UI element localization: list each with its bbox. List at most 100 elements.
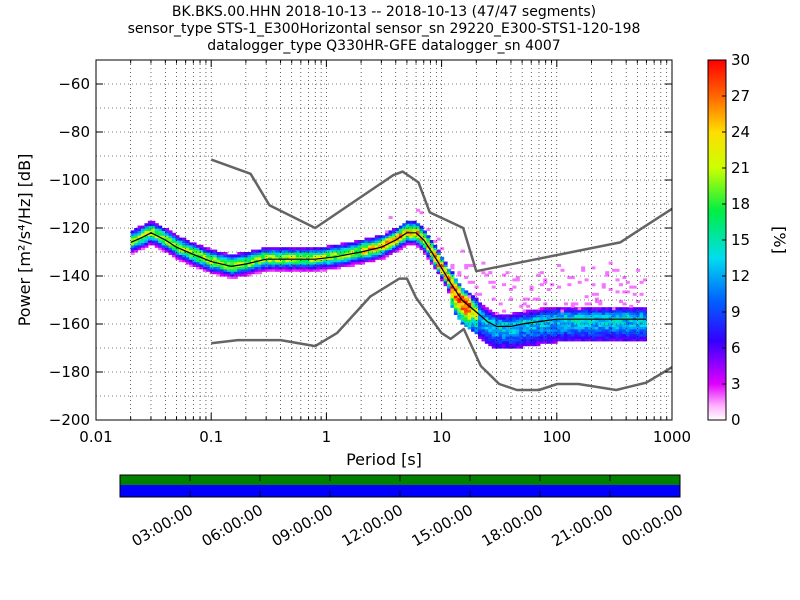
heatmap-cell — [230, 276, 235, 279]
heatmap-cell — [532, 326, 538, 330]
heatmap-cell — [560, 309, 565, 313]
heatmap-cell — [202, 252, 207, 255]
heatmap-cell — [330, 264, 335, 267]
heatmap-cell — [526, 340, 531, 344]
heatmap-cell — [526, 331, 531, 335]
heatmap-cell — [288, 252, 293, 255]
heatmap-cell — [165, 230, 170, 234]
heatmap-cell — [134, 235, 139, 239]
heatmap-cell — [402, 242, 407, 246]
heatmap-cell — [532, 331, 538, 335]
heatmap-cell — [474, 312, 479, 315]
heatmap-cell — [519, 343, 524, 347]
heatmap-cell — [643, 324, 648, 327]
heatmap-cell — [237, 266, 242, 270]
heatmap-cell — [505, 345, 510, 349]
heatmap-cell — [553, 307, 558, 311]
heatmap-cell — [330, 249, 335, 253]
heatmap-cell — [491, 280, 496, 284]
heatmap-cell — [612, 309, 617, 313]
heatmap-cell — [560, 316, 565, 320]
heatmap-cell — [247, 273, 252, 277]
heatmap-cell — [608, 319, 613, 323]
heatmap-cell — [481, 312, 486, 315]
heatmap-cell — [347, 247, 352, 251]
heatmap-cell — [450, 266, 455, 270]
heatmap-cell — [402, 235, 407, 239]
heatmap-cell — [450, 300, 455, 303]
heatmap-cell — [557, 264, 562, 267]
heatmap-cell — [481, 307, 486, 311]
heatmap-cell — [137, 235, 142, 239]
heatmap-cell — [299, 247, 304, 251]
heatmap-cell — [508, 314, 513, 318]
heatmap-cell — [467, 297, 472, 301]
heatmap-cell — [594, 326, 599, 330]
heatmap-cell — [584, 312, 589, 315]
heatmap-cell — [550, 328, 555, 332]
heatmap-cell — [330, 266, 335, 270]
heatmap-cell — [326, 252, 331, 255]
heatmap-cell — [498, 340, 503, 344]
heatmap-cell — [526, 336, 531, 339]
heatmap-cell — [264, 247, 269, 251]
heatmap-cell — [471, 326, 476, 330]
heatmap-cell — [567, 333, 572, 337]
heatmap-cell — [209, 261, 214, 265]
heatmap-cell — [563, 307, 568, 311]
heatmap-cell — [151, 242, 156, 246]
heatmap-cell — [625, 290, 630, 294]
heatmap-cell — [491, 338, 496, 342]
heatmap-cell — [567, 276, 572, 279]
heatmap-cell — [526, 326, 531, 330]
heatmap-cell — [419, 225, 424, 229]
heatmap-cell — [502, 338, 507, 342]
heatmap-cell — [202, 259, 207, 263]
heatmap-cell — [453, 302, 458, 306]
heatmap-cell — [553, 326, 558, 330]
heatmap-cell — [508, 326, 513, 330]
heatmap-cell — [447, 271, 452, 275]
heatmap-cell — [512, 340, 517, 344]
heatmap-cell — [354, 240, 359, 243]
heatmap-cell — [543, 340, 548, 344]
heatmap-cell — [550, 338, 555, 342]
heatmap-cell — [629, 312, 634, 315]
heatmap-cell — [202, 256, 207, 260]
heatmap-cell — [612, 328, 617, 332]
colorbar-tick-label: 18 — [731, 195, 750, 213]
heatmap-cell — [182, 252, 187, 255]
heatmap-cell — [295, 256, 300, 260]
heatmap-cell — [636, 314, 641, 318]
heatmap-cell — [264, 259, 269, 263]
heatmap-cell — [536, 328, 541, 332]
heatmap-cell — [505, 316, 510, 320]
heatmap-cell — [598, 300, 603, 303]
heatmap-cell — [574, 324, 579, 327]
heatmap-cell — [577, 312, 582, 315]
heatmap-cell — [357, 249, 362, 253]
heatmap-cell — [605, 309, 610, 313]
heatmap-cell — [515, 345, 520, 349]
heatmap-cell — [367, 254, 372, 258]
heatmap-cell — [591, 319, 596, 323]
heatmap-cell — [484, 338, 489, 342]
heatmap-cell — [333, 264, 338, 267]
heatmap-cell — [213, 268, 218, 272]
heatmap-cell — [505, 328, 510, 332]
heatmap-cell — [625, 326, 630, 330]
heatmap-cell — [563, 319, 568, 323]
heatmap-cell — [557, 314, 562, 318]
heatmap-cell — [570, 302, 575, 306]
heatmap-cell — [474, 328, 479, 332]
heatmap-cell — [275, 261, 280, 265]
heatmap-cell — [574, 314, 579, 318]
heatmap-cell — [189, 254, 194, 258]
heatmap-cell — [515, 316, 520, 320]
heatmap-cell — [632, 292, 637, 296]
heatmap-cell — [347, 259, 352, 263]
heatmap-cell — [594, 314, 599, 318]
heatmap-cell — [546, 312, 551, 315]
heatmap-cell — [226, 254, 231, 258]
heatmap-cell — [553, 324, 558, 327]
